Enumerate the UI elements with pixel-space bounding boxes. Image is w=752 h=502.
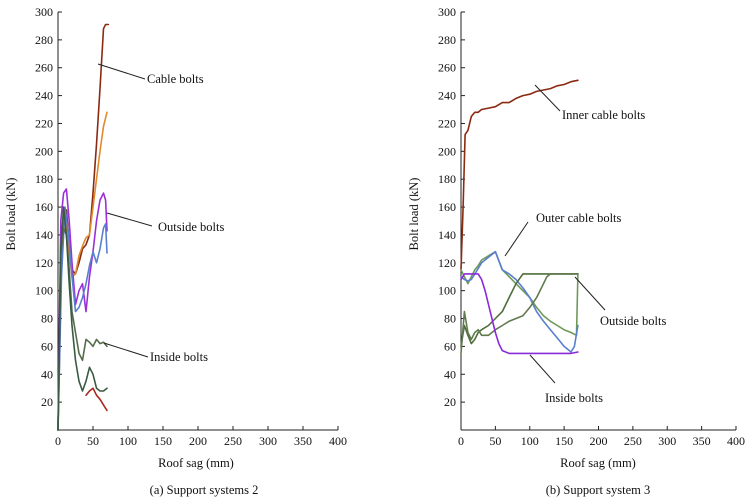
- annotation-leader-line: [504, 221, 529, 257]
- x-axis-label-a: Roof sag (mm): [158, 456, 234, 470]
- y-tick-label: 180: [438, 172, 456, 186]
- series-line-b-4: [460, 273, 579, 355]
- annotation-leader-line: [529, 354, 556, 384]
- x-tick-label: 100: [521, 434, 539, 448]
- y-tick-label: 60: [41, 339, 53, 353]
- annotation-label: Outer cable bolts: [536, 211, 622, 225]
- series-line-a-2: [57, 188, 108, 431]
- y-tick-label: 80: [41, 312, 53, 326]
- annotation-leader-line: [574, 276, 606, 311]
- y-tick-label: 160: [35, 200, 53, 214]
- y-tick-label: 20: [444, 395, 456, 409]
- annotation-label: Inner cable bolts: [562, 108, 645, 122]
- x-tick-label: 200: [590, 434, 608, 448]
- annotation-leader-line: [534, 84, 561, 112]
- y-tick-label: 240: [35, 89, 53, 103]
- series-line-b-2: [460, 250, 579, 353]
- annotation-leader-line: [103, 342, 149, 358]
- x-tick-label: 150: [555, 434, 573, 448]
- y-tick-label: 280: [35, 33, 53, 47]
- y-tick-label: 260: [35, 61, 53, 75]
- y-tick-label: 60: [444, 339, 456, 353]
- annotation-label: Inside bolts: [150, 350, 208, 364]
- y-tick-label: 300: [35, 5, 53, 19]
- annotation-label: Outside bolts: [158, 220, 224, 234]
- y-tick-label: 100: [35, 284, 53, 298]
- y-axis-label-b: Bolt load (kN): [407, 178, 421, 251]
- annotation-leader-line: [106, 212, 153, 227]
- chart-caption-a: (a) Support systems 2: [150, 483, 259, 497]
- y-tick-label: 220: [35, 116, 53, 130]
- y-tick-label: 200: [438, 144, 456, 158]
- x-tick-label: 0: [55, 434, 61, 448]
- y-tick-label: 80: [444, 312, 456, 326]
- series-line-b-5: [460, 273, 579, 355]
- x-axis-label-b: Roof sag (mm): [560, 456, 636, 470]
- x-tick-label: 350: [294, 434, 312, 448]
- x-tick-label: 50: [87, 434, 99, 448]
- x-tick-label: 300: [658, 434, 676, 448]
- x-tick-label: 350: [693, 434, 711, 448]
- series-line-a-1: [57, 111, 108, 431]
- chart-panel-a: Bolt load (kN) Roof sag (mm) (a) Support…: [4, 5, 347, 497]
- series-line-a-3: [57, 206, 108, 431]
- y-tick-label: 280: [438, 33, 456, 47]
- x-tick-label: 300: [259, 434, 277, 448]
- x-tick-label: 400: [727, 434, 745, 448]
- series-line-a-5: [57, 206, 108, 431]
- y-tick-label: 240: [438, 89, 456, 103]
- y-tick-label: 300: [438, 5, 456, 19]
- annotation-label: Inside bolts: [545, 391, 603, 405]
- x-tick-label: 250: [624, 434, 642, 448]
- y-axis-label-a: Bolt load (kN): [4, 178, 18, 251]
- y-tick-label: 120: [438, 256, 456, 270]
- x-tick-label: 0: [458, 434, 464, 448]
- y-tick-label: 180: [35, 172, 53, 186]
- x-tick-label: 400: [329, 434, 347, 448]
- annotation-leader-line: [97, 63, 146, 80]
- x-tick-label: 50: [489, 434, 501, 448]
- y-tick-label: 40: [41, 367, 53, 381]
- x-tick-label: 100: [119, 434, 137, 448]
- series-line-a-6: [85, 387, 108, 412]
- series-line-a-4: [57, 227, 108, 431]
- y-tick-label: 40: [444, 367, 456, 381]
- chart-caption-b: (b) Support system 3: [546, 483, 651, 497]
- y-tick-label: 20: [41, 395, 53, 409]
- y-tick-label: 140: [438, 228, 456, 242]
- chart-panel-b: Bolt load (kN) Roof sag (mm) (b) Support…: [407, 5, 745, 497]
- y-tick-label: 140: [35, 228, 53, 242]
- y-tick-label: 260: [438, 61, 456, 75]
- y-tick-label: 120: [35, 256, 53, 270]
- series-line-b-1: [460, 250, 579, 337]
- y-tick-label: 100: [438, 284, 456, 298]
- y-tick-label: 200: [35, 144, 53, 158]
- y-tick-label: 220: [438, 116, 456, 130]
- y-tick-label: 160: [438, 200, 456, 214]
- annotation-label: Outside bolts: [600, 314, 666, 328]
- x-tick-label: 150: [154, 434, 172, 448]
- x-tick-label: 250: [224, 434, 242, 448]
- series-line-b-0: [460, 79, 579, 271]
- x-tick-label: 200: [189, 434, 207, 448]
- annotation-label: Cable bolts: [147, 72, 204, 86]
